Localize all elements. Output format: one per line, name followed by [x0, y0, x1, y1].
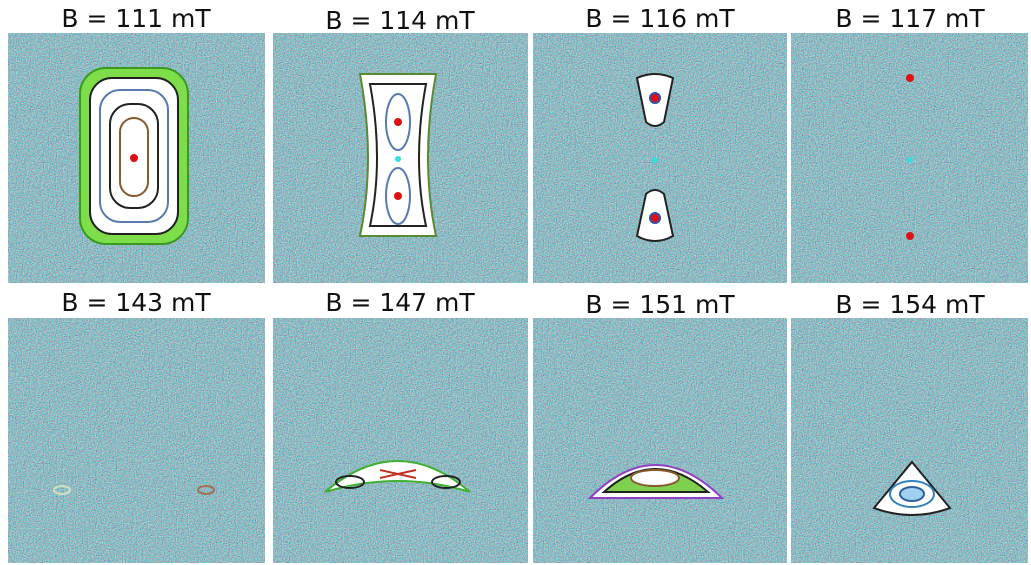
panel-label: B = 147 mT	[325, 288, 475, 317]
panel-bg	[8, 318, 265, 563]
panel-bg	[533, 318, 787, 563]
fixed-point	[907, 157, 913, 163]
fixed-point	[650, 93, 660, 103]
panel-label: B = 116 mT	[585, 4, 735, 33]
fixed-point	[394, 192, 402, 200]
panel-label: B = 151 mT	[585, 290, 735, 319]
fixed-point	[395, 156, 401, 162]
panel-label: B = 117 mT	[835, 4, 985, 33]
panel-label: B = 114 mT	[325, 6, 475, 35]
orbit	[631, 470, 679, 486]
fixed-point	[652, 157, 658, 163]
fixed-point	[650, 213, 660, 223]
fixed-point	[906, 74, 914, 82]
panel-bg	[533, 33, 787, 283]
figure: B = 111 mT B = 114 mT B = 116 mT B = 117…	[0, 0, 1031, 565]
panel-bg	[791, 318, 1028, 563]
panel-label: B = 143 mT	[61, 288, 211, 317]
fixed-point	[906, 232, 914, 240]
orbit	[900, 487, 924, 501]
panel-label: B = 154 mT	[835, 290, 985, 319]
fixed-point	[130, 154, 138, 162]
panel-bg	[273, 318, 528, 563]
fixed-point	[394, 118, 402, 126]
panel-label: B = 111 mT	[61, 4, 211, 33]
